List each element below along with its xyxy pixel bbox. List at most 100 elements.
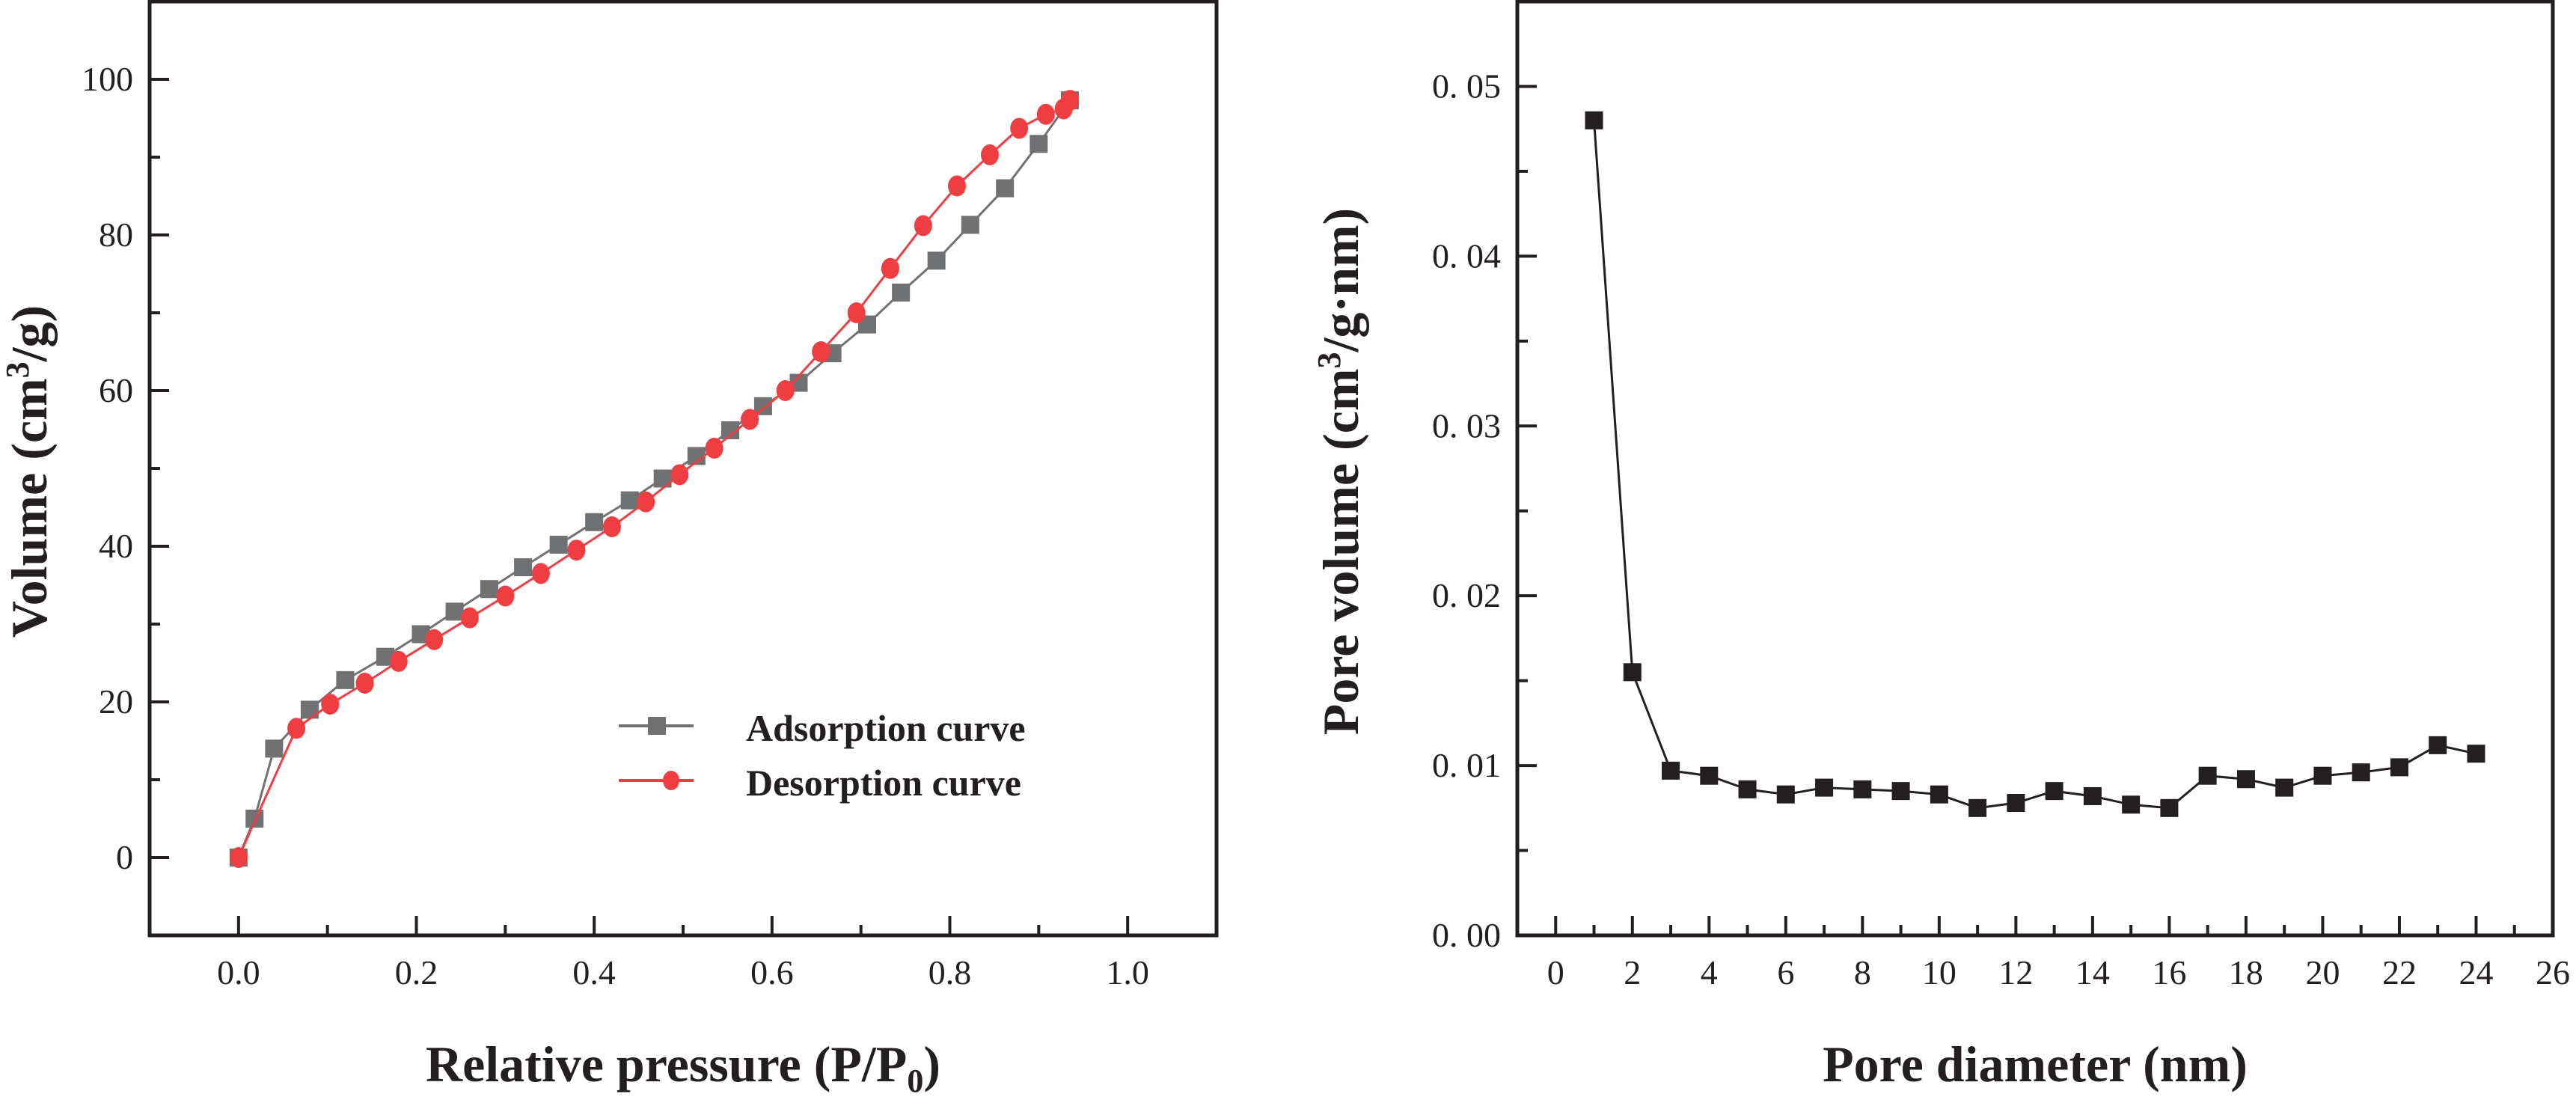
data-point-circle	[812, 341, 830, 362]
series-line-0	[1593, 120, 2476, 810]
data-point-square	[2467, 745, 2485, 763]
x-axis-title-left: Relative pressure (P/P0)	[426, 1036, 940, 1097]
data-point-square	[753, 397, 772, 415]
data-point-circle	[496, 585, 515, 607]
data-point-square	[1662, 761, 1680, 780]
data-point-square	[2160, 798, 2179, 817]
data-point-circle	[531, 563, 550, 584]
data-point-square	[1700, 766, 1719, 785]
data-point-square	[1623, 663, 1642, 682]
data-point-circle	[1060, 90, 1079, 111]
x-tick-label: 0	[1547, 953, 1564, 991]
data-point-circle	[567, 540, 586, 561]
data-point-circle	[705, 437, 723, 459]
data-point-circle	[637, 491, 655, 513]
legend: Adsorption curve Desorption curve	[619, 707, 1026, 804]
data-point-square	[892, 283, 911, 302]
data-point-square	[2313, 766, 2332, 785]
x-tick-label: 8	[1854, 953, 1871, 991]
x-tick-label: 16	[2152, 953, 2186, 991]
legend-item-desorption: Desorption curve	[619, 762, 1021, 804]
data-point-square	[1030, 135, 1048, 153]
x-tick-label: 22	[2382, 953, 2417, 991]
data-point-square	[2122, 795, 2141, 814]
data-point-square	[2390, 758, 2408, 777]
y-tick-label: 0. 01	[1432, 746, 1501, 784]
y-axis-title-right: Pore volume (cm3/g·nm)	[1311, 208, 1369, 735]
data-point-square	[1776, 785, 1795, 804]
y-tick-label: 0	[116, 838, 133, 876]
y-axis-title-left: Volume (cm3/g)	[0, 305, 58, 638]
legend-marker-square	[648, 717, 666, 735]
data-point-square	[2007, 794, 2025, 813]
data-point-circle	[914, 215, 932, 236]
data-point-circle	[948, 175, 967, 197]
data-point-circle	[389, 650, 408, 672]
data-point-square	[514, 558, 533, 577]
data-point-circle	[1036, 103, 1055, 125]
x-tick-label: 24	[2459, 953, 2493, 991]
x-tick-label: 0.8	[928, 953, 972, 991]
data-point-circle	[355, 673, 374, 694]
legend-item-adsorption: Adsorption curve	[619, 707, 1026, 749]
data-point-square	[1585, 111, 1603, 129]
data-point-square	[789, 373, 808, 392]
x-axis-title-right: Pore diameter (nm)	[1823, 1036, 2248, 1093]
data-point-circle	[847, 302, 866, 323]
x-tick-label: 6	[1777, 953, 1794, 991]
data-point-square	[620, 491, 639, 510]
data-point-square	[2083, 786, 2102, 805]
x-tick-label: 0.2	[395, 953, 438, 991]
data-point-square	[336, 670, 355, 689]
y-tick-label: 40	[99, 527, 133, 565]
x-tick-label: 0.0	[217, 953, 260, 991]
pore-distribution-chart: 0 2 4 6 8 10 12 14 16 18 20 22 24 260. 000. 010. 020.…	[1311, 0, 2570, 1093]
axis-ticks-right: 0 2 4 6 8 10 12 14 16 18 20 22 24 260. 000. 010. 020.…	[1432, 67, 2570, 991]
data-point-square	[2236, 770, 2255, 789]
data-point-circle	[670, 464, 689, 486]
isotherm-chart: 0.0 0.2 0.4 0.6 0.8 1.0 0 20 40 60 80 100 Volume (c…	[0, 0, 1219, 1097]
y-tick-label: 0. 03	[1432, 406, 1501, 444]
y-tick-label: 20	[99, 682, 133, 721]
x-tick-label: 12	[1998, 953, 2033, 991]
plot-frame-right	[1515, 0, 2555, 938]
x-tick-label: 26	[2536, 953, 2570, 991]
data-point-square	[653, 469, 672, 488]
data-point-square	[1930, 785, 1948, 804]
data-point-square	[1968, 798, 1987, 817]
data-point-square	[1853, 780, 1872, 798]
x-tick-label: 18	[2229, 953, 2263, 991]
data-point-square	[961, 216, 979, 234]
series-layer-right	[1585, 111, 2485, 817]
legend-label-adsorption: Adsorption curve	[746, 707, 1026, 749]
y-tick-label: 60	[99, 371, 133, 409]
data-point-circle	[229, 847, 248, 868]
data-point-circle	[287, 718, 306, 739]
x-tick-label: 2	[1624, 953, 1641, 991]
x-tick-label: 0.6	[750, 953, 794, 991]
data-point-square	[1738, 780, 1757, 798]
legend-label-desorption: Desorption curve	[746, 762, 1021, 804]
data-point-square	[2198, 766, 2217, 785]
data-point-circle	[980, 144, 999, 165]
y-tick-label: 100	[82, 60, 133, 98]
data-point-square	[265, 739, 284, 758]
data-point-square	[300, 700, 319, 719]
data-point-square	[480, 580, 498, 599]
data-point-square	[2352, 763, 2370, 782]
data-point-circle	[321, 694, 340, 715]
y-tick-label: 0. 05	[1432, 67, 1501, 105]
series-layer-left	[229, 90, 1079, 868]
data-point-square	[2275, 778, 2294, 797]
data-point-square	[996, 179, 1015, 198]
data-point-square	[1891, 782, 1910, 801]
data-point-square	[585, 513, 604, 531]
x-tick-label: 0.4	[572, 953, 616, 991]
data-point-square	[2045, 782, 2063, 801]
axis-ticks-left: 0.0 0.2 0.4 0.6 0.8 1.0 0 20 40 60 80 100	[82, 60, 1218, 991]
data-point-circle	[460, 607, 479, 629]
x-tick-label: 14	[2075, 953, 2110, 991]
data-point-square	[2429, 736, 2447, 754]
data-point-circle	[425, 629, 444, 650]
data-point-circle	[881, 257, 899, 279]
